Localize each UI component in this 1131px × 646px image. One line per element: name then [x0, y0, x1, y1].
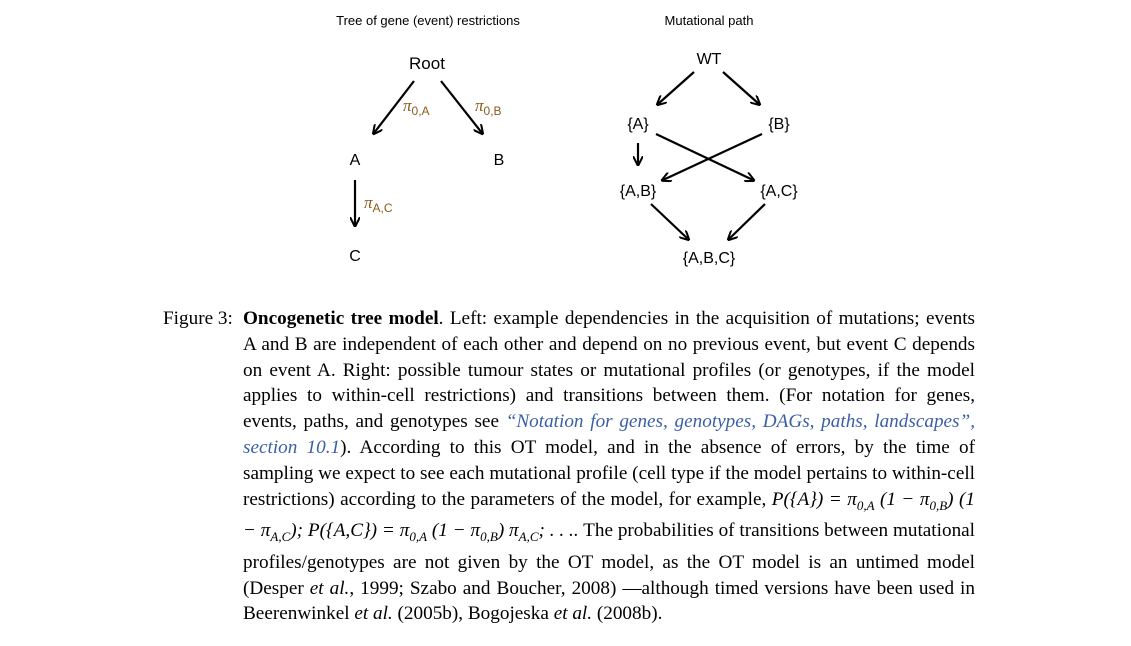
- citation-etal-3: et al.: [553, 603, 593, 625]
- node-set-ac: {A,C}: [760, 183, 798, 200]
- edge-wt-b: [722, 71, 759, 104]
- node-c: C: [349, 248, 361, 265]
- citation-etal-2: et al.: [354, 603, 393, 625]
- figure-caption: Figure 3: Oncogenetic tree model. Left: …: [163, 306, 975, 627]
- edge-root-b: [440, 80, 482, 133]
- edge-ac-abc: [729, 203, 766, 239]
- node-set-ab: {A,B}: [620, 183, 657, 200]
- right-diagram: Mutational path WT {A} {B} {A,B} {A,C} {…: [620, 13, 799, 267]
- figure-label: Figure 3:: [163, 308, 233, 329]
- left-diagram: Tree of gene (event) restrictions Root A…: [336, 13, 520, 265]
- caption-text-6: (2008b).: [592, 603, 663, 625]
- caption-text-5: (2005b), Bogojeska: [392, 603, 554, 625]
- caption-text-2: ). According to this OT model, and in th…: [243, 436, 975, 510]
- node-set-a: {A}: [627, 116, 649, 133]
- node-set-b: {B}: [768, 116, 790, 133]
- right-diagram-title: Mutational path: [665, 13, 754, 28]
- caption-title: Oncogenetic tree model: [243, 308, 439, 329]
- node-wt: WT: [697, 51, 722, 68]
- edge-label-root-a: π0,A: [403, 96, 430, 118]
- edge-label-a-c: πA,C: [364, 193, 393, 215]
- node-set-abc: {A,B,C}: [683, 250, 736, 267]
- caption-body: Oncogenetic tree model. Left: example de…: [243, 306, 975, 627]
- svg-text:π0,B: π0,B: [475, 96, 502, 118]
- edge-b-ab: [663, 133, 763, 180]
- edge-wt-a: [658, 71, 695, 104]
- edge-a-ac: [655, 133, 753, 180]
- caption-text-1: . Left: example dependencies in the acqu…: [243, 308, 975, 433]
- citation-etal-1: et al.: [309, 577, 350, 599]
- node-b: B: [494, 152, 505, 169]
- left-diagram-title: Tree of gene (event) restrictions: [336, 13, 520, 28]
- edge-ab-abc: [650, 203, 688, 239]
- node-root: Root: [409, 54, 445, 73]
- figure-diagrams: Tree of gene (event) restrictions Root A…: [336, 13, 799, 267]
- svg-text:πA,C: πA,C: [364, 193, 393, 215]
- edge-label-root-b: π0,B: [475, 96, 502, 118]
- caption-formula: P({A}) = π0,A (1 − π0,B) (1 − πA,C); P({…: [243, 488, 975, 545]
- node-a: A: [350, 152, 361, 169]
- caption-text-4: , 1999; Szabo and Boucher, 2008) —althou…: [243, 577, 975, 625]
- svg-text:π0,A: π0,A: [403, 96, 430, 118]
- edge-root-a: [374, 80, 415, 133]
- section-link[interactable]: “Notation for genes, genotypes, DAGs, pa…: [243, 411, 975, 458]
- caption-text-3: The probabilities of transitions between…: [243, 520, 976, 599]
